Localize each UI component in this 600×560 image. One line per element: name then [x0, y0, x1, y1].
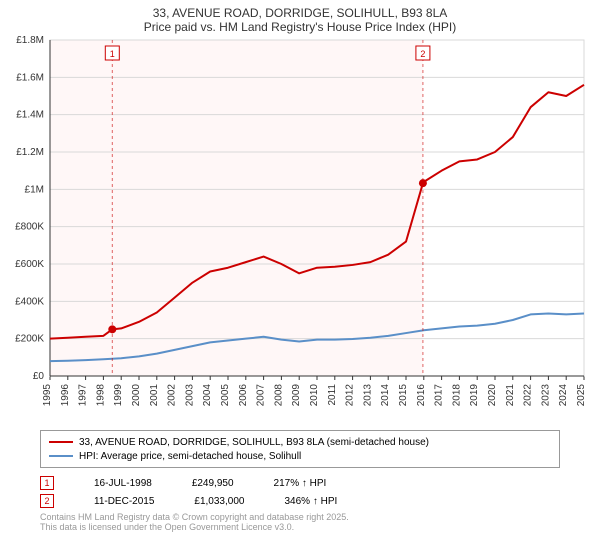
marker-box-0: 1 — [40, 476, 54, 490]
svg-text:2: 2 — [420, 49, 425, 59]
svg-text:2014: 2014 — [380, 384, 391, 407]
legend-swatch-1 — [49, 455, 73, 457]
legend-swatch-0 — [49, 441, 73, 443]
title-line-2: Price paid vs. HM Land Registry's House … — [0, 20, 600, 34]
svg-text:2011: 2011 — [327, 384, 338, 406]
svg-text:2025: 2025 — [576, 384, 587, 407]
svg-text:2022: 2022 — [523, 384, 534, 407]
svg-text:1998: 1998 — [95, 384, 106, 407]
marker-delta-1: 346% ↑ HPI — [284, 496, 337, 507]
legend-label-0: 33, AVENUE ROAD, DORRIDGE, SOLIHULL, B93… — [79, 437, 429, 448]
svg-text:2013: 2013 — [362, 384, 373, 407]
svg-text:2020: 2020 — [487, 384, 498, 407]
svg-text:£1.2M: £1.2M — [16, 147, 44, 158]
svg-text:£1.8M: £1.8M — [16, 36, 44, 46]
svg-text:2017: 2017 — [434, 384, 445, 407]
attribution: Contains HM Land Registry data © Crown c… — [40, 512, 560, 532]
svg-text:2015: 2015 — [398, 384, 409, 407]
svg-text:2001: 2001 — [149, 384, 160, 407]
marker-price-0: £249,950 — [192, 478, 234, 489]
svg-text:£400K: £400K — [15, 296, 44, 307]
svg-text:£600K: £600K — [15, 259, 44, 270]
svg-text:2010: 2010 — [309, 384, 320, 407]
svg-text:2024: 2024 — [558, 384, 569, 407]
svg-text:1999: 1999 — [113, 384, 124, 407]
chart-svg: £0 £200K £400K £600K £800K £1M £1.2M £1.4M £1.6M… — [0, 36, 600, 426]
svg-text:2006: 2006 — [238, 384, 249, 407]
marker-box-1: 2 — [40, 494, 54, 508]
marker-table: 1 16-JUL-1998 £249,950 217% ↑ HPI 2 11-D… — [40, 474, 560, 510]
svg-text:£0: £0 — [33, 371, 45, 382]
marker-row-0: 1 16-JUL-1998 £249,950 217% ↑ HPI — [40, 474, 560, 492]
svg-text:£800K: £800K — [15, 222, 44, 233]
attribution-line-2: This data is licensed under the Open Gov… — [40, 522, 560, 532]
svg-text:2003: 2003 — [184, 384, 195, 407]
svg-text:1997: 1997 — [78, 384, 89, 407]
marker-delta-0: 217% ↑ HPI — [274, 478, 327, 489]
svg-text:1996: 1996 — [60, 384, 71, 407]
svg-text:2016: 2016 — [416, 384, 427, 407]
svg-text:2018: 2018 — [451, 384, 462, 407]
svg-text:2000: 2000 — [131, 384, 142, 407]
svg-text:2002: 2002 — [167, 384, 178, 407]
svg-text:2009: 2009 — [291, 384, 302, 407]
chart-title-block: 33, AVENUE ROAD, DORRIDGE, SOLIHULL, B93… — [0, 0, 600, 36]
title-line-1: 33, AVENUE ROAD, DORRIDGE, SOLIHULL, B93… — [0, 6, 600, 20]
chart-area: £0 £200K £400K £600K £800K £1M £1.2M £1.4M £1.6M… — [0, 36, 600, 426]
svg-text:1995: 1995 — [42, 384, 53, 407]
svg-text:2012: 2012 — [345, 384, 356, 407]
svg-text:1: 1 — [110, 49, 115, 59]
legend-row-0: 33, AVENUE ROAD, DORRIDGE, SOLIHULL, B93… — [49, 435, 551, 449]
marker-row-1: 2 11-DEC-2015 £1,033,000 346% ↑ HPI — [40, 492, 560, 510]
legend-label-1: HPI: Average price, semi-detached house,… — [79, 451, 301, 462]
legend: 33, AVENUE ROAD, DORRIDGE, SOLIHULL, B93… — [40, 430, 560, 468]
svg-text:2021: 2021 — [505, 384, 516, 407]
svg-text:£1.4M: £1.4M — [16, 110, 44, 121]
marker-date-1: 11-DEC-2015 — [94, 496, 154, 507]
svg-text:2023: 2023 — [540, 384, 551, 407]
marker-price-1: £1,033,000 — [194, 496, 244, 507]
svg-text:2005: 2005 — [220, 384, 231, 407]
svg-text:2008: 2008 — [273, 384, 284, 407]
svg-text:2007: 2007 — [256, 384, 267, 407]
svg-text:2004: 2004 — [202, 384, 213, 407]
marker-date-0: 16-JUL-1998 — [94, 478, 152, 489]
svg-text:£1.6M: £1.6M — [16, 72, 44, 83]
svg-text:£1M: £1M — [25, 184, 44, 195]
legend-row-1: HPI: Average price, semi-detached house,… — [49, 449, 551, 463]
attribution-line-1: Contains HM Land Registry data © Crown c… — [40, 512, 560, 522]
svg-text:2019: 2019 — [469, 384, 480, 407]
svg-text:£200K: £200K — [15, 334, 44, 345]
